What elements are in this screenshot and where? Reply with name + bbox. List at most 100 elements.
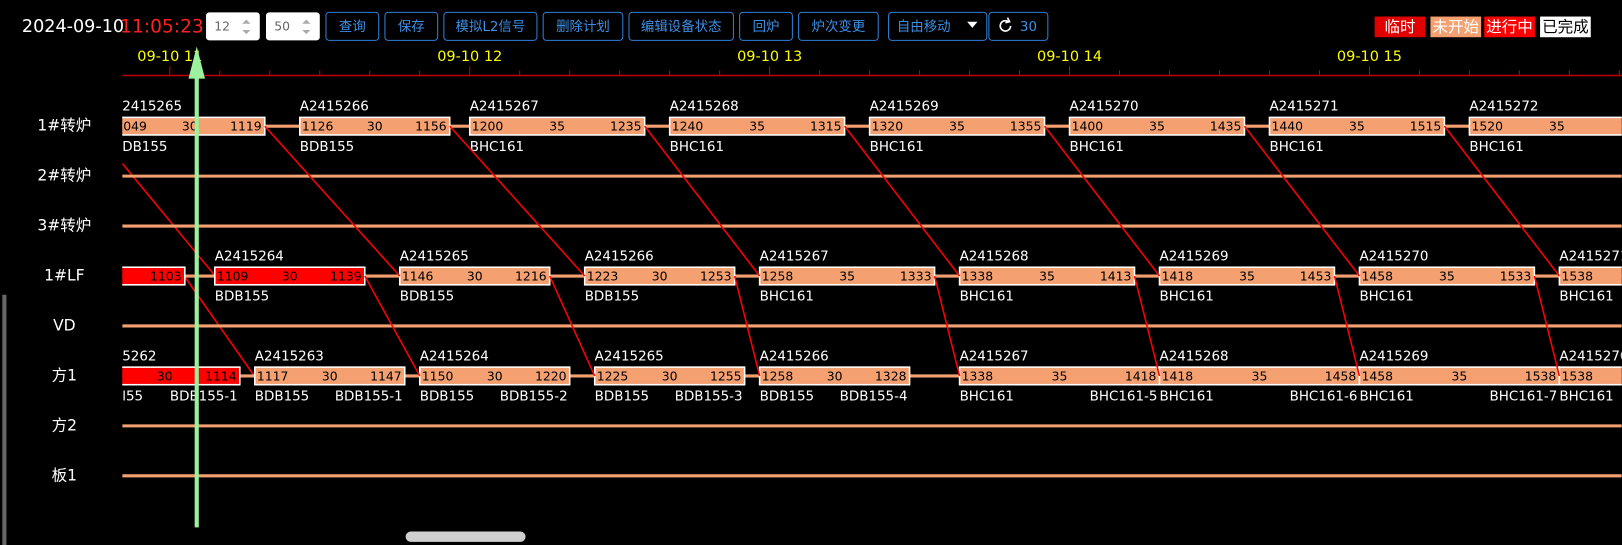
legend-label: 临时 <box>1384 18 1415 36</box>
grade-tag: BDB155-1 <box>170 390 238 405</box>
refresh-icon <box>999 17 1012 32</box>
end-time: 1114 <box>205 368 237 383</box>
heat-id: A2415267 <box>760 249 829 264</box>
grade: BDB155 <box>420 390 474 405</box>
duration: 30 <box>487 368 503 383</box>
button[interactable] <box>384 11 439 41</box>
row-label: 板1 <box>52 466 77 484</box>
start-time: 1225 <box>597 368 629 383</box>
input-value: 12 <box>214 18 230 33</box>
heat-id: A2415264 <box>420 349 489 364</box>
now-arrow <box>188 46 206 79</box>
heat-id: A2415270 <box>1070 100 1139 115</box>
legend-swatch <box>1430 16 1482 38</box>
start-time: 1458 <box>1362 368 1394 383</box>
grade-tag: BHC161-7 <box>1490 390 1558 405</box>
end-time: 1220 <box>535 368 567 383</box>
start-time: 1400 <box>1072 119 1104 134</box>
heat-block[interactable] <box>1468 116 1622 136</box>
grade: BHC161 <box>1269 140 1323 155</box>
grade-tag: BDB155-1 <box>335 390 403 405</box>
row-label: 3#转炉 <box>37 217 91 235</box>
row-label: VD <box>53 316 76 334</box>
start-time: 1150 <box>422 368 454 383</box>
start-time: 1223 <box>587 269 619 284</box>
button[interactable] <box>739 11 793 41</box>
start-time: 1418 <box>1162 269 1194 284</box>
refresh-button[interactable] <box>988 11 1049 41</box>
duration: 35 <box>1349 119 1365 134</box>
grade: BHC161 <box>1070 140 1124 155</box>
end-time: 1333 <box>900 269 932 284</box>
duration: 35 <box>1039 269 1055 284</box>
grade: BHC161 <box>670 140 724 155</box>
duration: 30 <box>367 119 383 134</box>
button[interactable] <box>798 11 879 41</box>
link <box>1133 275 1161 377</box>
button[interactable] <box>443 11 538 41</box>
heat-id: A2415267 <box>960 349 1029 364</box>
duration: 35 <box>749 119 765 134</box>
heat-block[interactable] <box>62 266 186 286</box>
start-time: 1338 <box>962 368 994 383</box>
heat-id: A2415269 <box>870 100 939 115</box>
horizontal-scrollbar[interactable] <box>405 531 526 542</box>
link <box>1243 125 1361 277</box>
duration: 30 <box>662 368 678 383</box>
button-label: 模拟L2信号 <box>456 19 526 35</box>
button-label: 保存 <box>398 19 425 35</box>
start-time: 1258 <box>762 368 794 383</box>
row-labels: 1#转炉 2#转炉 3#转炉 1#LF VD 方1 方2 板1 <box>37 117 91 485</box>
legend-label: 已完成 <box>1542 18 1589 36</box>
heat-id: A2415271 <box>1269 100 1338 115</box>
heat-id: 5262 <box>122 349 156 364</box>
grade: BHC161 <box>960 390 1014 405</box>
start-time: 1538 <box>1561 368 1593 383</box>
end-time: 1328 <box>875 368 907 383</box>
heat-id: A2415263 <box>255 349 324 364</box>
start-time: 1146 <box>402 269 434 284</box>
row-label: 方2 <box>52 416 77 434</box>
end-time: 1119 <box>230 119 262 134</box>
input-value: 50 <box>274 18 290 33</box>
grade: BDB155 <box>595 390 649 405</box>
duration: 35 <box>1549 119 1565 134</box>
heat-id: A2415266 <box>760 349 829 364</box>
heat-id: A2415269 <box>1160 249 1229 264</box>
end-time: 1458 <box>1325 368 1357 383</box>
time-label: 09-10 14 <box>1037 49 1102 65</box>
start-time: 1126 <box>302 119 334 134</box>
start-time: 1440 <box>1272 119 1304 134</box>
grade: BHC161 <box>1359 390 1413 405</box>
row-label: 1#LF <box>44 267 84 285</box>
grade-tag: BHC161-5 <box>1090 390 1158 405</box>
button-label: 删除计划 <box>556 19 610 35</box>
button[interactable] <box>628 11 734 41</box>
row-label: 1#转炉 <box>37 117 91 135</box>
heat-id: A2415270 <box>1559 349 1622 364</box>
grade: BHC161 <box>870 140 924 155</box>
legend-label: 进行中 <box>1486 18 1533 36</box>
end-time: 1533 <box>1500 269 1532 284</box>
caret <box>967 21 978 28</box>
start-time: 1117 <box>257 368 289 383</box>
link <box>364 275 421 377</box>
grade: BDB155 <box>585 290 639 305</box>
row-label: 方1 <box>52 366 77 384</box>
heat-block[interactable] <box>90 366 241 386</box>
button[interactable] <box>542 11 624 41</box>
heat-block[interactable] <box>254 366 406 386</box>
duration: 35 <box>1439 269 1455 284</box>
select[interactable] <box>888 11 988 41</box>
grade-tag: BHC161-6 <box>1290 390 1358 405</box>
legend-label: 未开始 <box>1433 18 1480 36</box>
vertical-scrollbar[interactable] <box>2 294 7 545</box>
button[interactable] <box>325 11 380 41</box>
heat-id: A2415264 <box>215 249 284 264</box>
link <box>1043 125 1161 277</box>
link <box>548 275 596 377</box>
end-time: 1253 <box>700 269 732 284</box>
heat-id: A2415268 <box>1160 349 1229 364</box>
grade-tag: BDB155-4 <box>840 390 908 405</box>
